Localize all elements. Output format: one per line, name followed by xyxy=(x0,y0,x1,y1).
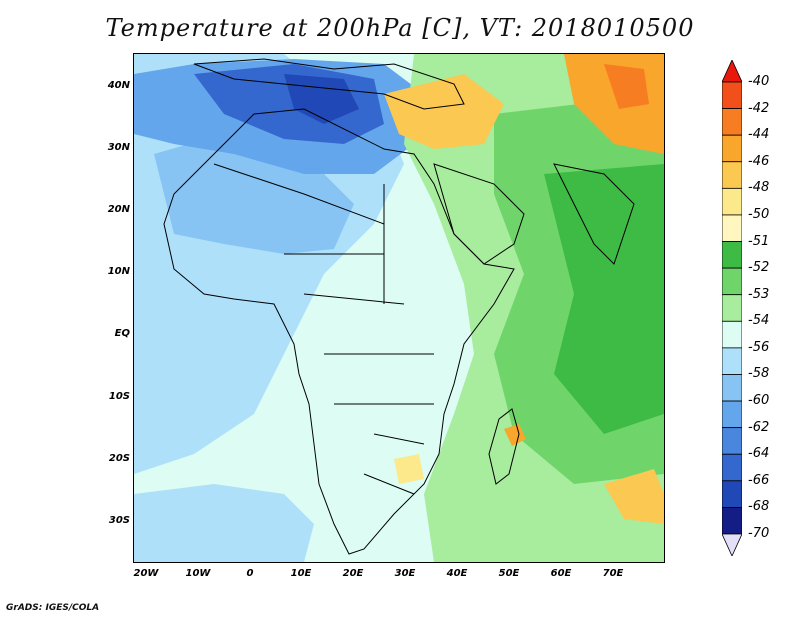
colorbar-segment xyxy=(722,347,742,375)
colorbar-label: -68 xyxy=(748,499,770,515)
field-madagascar-warm xyxy=(504,424,526,446)
colorbar-segment xyxy=(722,214,742,242)
colorbar-bottom-triangle xyxy=(722,533,742,556)
credit-text: GrADS: IGES/COLA xyxy=(6,603,100,613)
colorbar-segment xyxy=(722,374,742,402)
map-title: Temperature at 200hPa [C], VT: 201801050… xyxy=(105,14,695,42)
colorbar-label: -51 xyxy=(748,233,770,249)
colorbar-label: -64 xyxy=(748,446,770,462)
colorbar-label: -48 xyxy=(748,180,770,196)
madagascar-outline xyxy=(488,408,520,485)
colorbar-segment xyxy=(722,427,742,455)
colorbar-label: -70 xyxy=(748,526,770,541)
colorbar-label: -58 xyxy=(748,366,770,382)
lon-label-0: 0 xyxy=(246,568,254,579)
colorbar-top-triangle xyxy=(722,60,742,83)
colorbar-label: -44 xyxy=(748,127,770,143)
europe-outline xyxy=(193,58,465,110)
lon-label-50e: 50E xyxy=(498,568,520,579)
field-asia-hot xyxy=(604,64,649,109)
lat-label-20s: 20S xyxy=(108,453,130,464)
lon-label-30e: 30E xyxy=(394,568,416,579)
lon-label-60e: 60E xyxy=(550,568,572,579)
coastlines xyxy=(163,58,635,555)
field-east-darkgreen xyxy=(544,164,664,434)
lon-label-40e: 40E xyxy=(446,568,468,579)
field-turkey-warm xyxy=(384,74,504,149)
lon-label-70e: 70E xyxy=(602,568,624,579)
lon-label-10w: 10W xyxy=(185,568,211,579)
colorbar-label: -40 xyxy=(748,74,770,89)
colorbar-label: -53 xyxy=(748,286,770,302)
colorbar-segment xyxy=(722,161,742,189)
colorbar-label: -46 xyxy=(748,153,770,169)
colorbar-segment xyxy=(722,320,742,349)
lat-label-30n: 30N xyxy=(107,142,130,153)
colorbar-segment xyxy=(722,108,742,136)
map-field xyxy=(134,54,664,562)
lat-label-10s: 10S xyxy=(108,391,130,402)
colorbar-segment xyxy=(722,134,742,163)
colorbar-segment xyxy=(722,453,742,482)
colorbar-segment xyxy=(722,267,742,296)
lat-label-20n: 20N xyxy=(107,204,130,215)
colorbar-label: -62 xyxy=(748,419,770,435)
field-atlantic-south xyxy=(134,484,314,562)
temperature-map xyxy=(133,53,665,563)
lon-label-20w: 20W xyxy=(133,568,159,579)
colorbar-label: -54 xyxy=(748,313,770,329)
colorbar-segment xyxy=(722,507,742,535)
lon-label-20e: 20E xyxy=(342,568,364,579)
lat-label-eq: EQ xyxy=(114,328,130,339)
internal-borders xyxy=(213,163,434,495)
colorbar-label: -50 xyxy=(748,206,770,222)
colorbar-segment xyxy=(722,81,742,109)
colorbar-segment xyxy=(722,294,742,322)
india-outline xyxy=(553,163,635,265)
colorbar-segment xyxy=(722,241,742,269)
colorbar-segment xyxy=(722,480,742,508)
field-safrica-warm xyxy=(394,454,424,484)
colorbar-label: -42 xyxy=(748,100,770,116)
colorbar-label: -52 xyxy=(748,260,770,276)
lat-label-30s: 30S xyxy=(108,515,130,526)
field-med-coldest xyxy=(284,74,359,124)
colorbar-segment xyxy=(722,187,742,216)
field-se-warm xyxy=(604,469,664,524)
colorbar-segment xyxy=(722,400,742,429)
colorbar-label: -60 xyxy=(748,393,770,409)
colorbar-label: -56 xyxy=(748,339,770,355)
colorbar-label: -66 xyxy=(748,472,770,488)
colorbar xyxy=(722,60,742,556)
lon-label-10e: 10E xyxy=(290,568,312,579)
lat-label-40n: 40N xyxy=(107,80,130,91)
arabia-outline xyxy=(433,163,525,265)
lat-label-10n: 10N xyxy=(107,266,130,277)
